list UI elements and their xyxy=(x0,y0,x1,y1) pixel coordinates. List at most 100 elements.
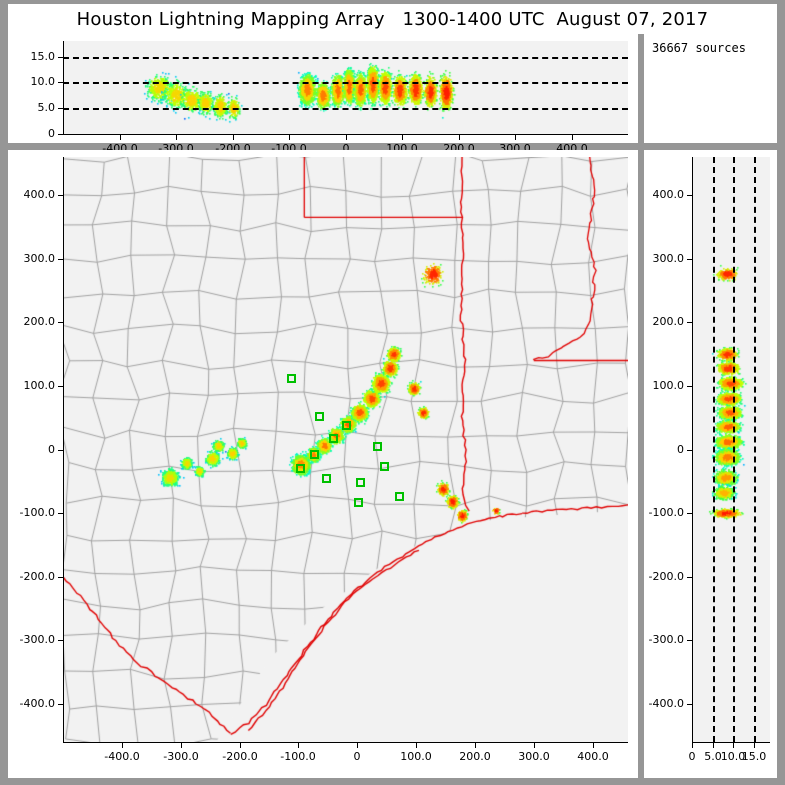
lma-station-marker[interactable] xyxy=(286,373,296,383)
x-tick xyxy=(120,134,121,140)
grid-line xyxy=(63,57,628,59)
y-tick-label: 300.0 xyxy=(652,252,685,265)
x-tick xyxy=(754,742,755,748)
grid-line xyxy=(63,108,628,110)
y-tick-label: 10.0 xyxy=(30,75,56,88)
x-tick xyxy=(692,742,693,748)
altitude-scatter-canvas xyxy=(63,41,628,134)
y-tick-label: -300.0 xyxy=(19,633,55,646)
x-tick xyxy=(733,742,734,748)
x-tick-label: 200.0 xyxy=(459,750,491,763)
north-south-scatter-canvas xyxy=(692,157,770,742)
y-tick xyxy=(58,82,64,83)
y-tick-label: 100.0 xyxy=(652,379,685,392)
lma-station-marker[interactable] xyxy=(356,478,366,488)
x-tick-label: -300.0 xyxy=(163,750,199,763)
source-count-panel: 36667 sources xyxy=(644,34,777,143)
x-tick-label: 10.0 xyxy=(720,750,746,763)
lma-station-marker[interactable] xyxy=(329,433,339,443)
x-tick xyxy=(402,134,403,140)
altitude-plot-area[interactable] xyxy=(63,41,628,134)
y-tick-label: -400.0 xyxy=(19,697,55,710)
x-tick xyxy=(240,742,241,748)
y-tick xyxy=(58,57,64,58)
lma-station-marker[interactable] xyxy=(372,442,382,452)
x-tick xyxy=(346,134,347,140)
y-tick xyxy=(687,195,693,196)
y-tick xyxy=(58,450,64,451)
title-bar: Houston Lightning Mapping Array 1300-140… xyxy=(8,4,777,34)
plan-view-map-panel: -400.0 -300.0 -200.0 -100.0 0 100.0 200.0 300.0… xyxy=(8,150,638,778)
y-tick xyxy=(58,640,64,641)
y-tick xyxy=(58,259,64,260)
x-tick xyxy=(298,742,299,748)
source-count-label: 36667 sources xyxy=(652,41,746,55)
y-tick-label: -200.0 xyxy=(648,570,684,583)
x-tick xyxy=(713,742,714,748)
x-tick xyxy=(475,742,476,748)
y-tick xyxy=(58,108,64,109)
y-tick-label: 5.0 xyxy=(37,101,56,114)
y-tick-label: 0 xyxy=(677,443,684,456)
y-tick xyxy=(58,195,64,196)
x-tick xyxy=(515,134,516,140)
y-tick-label: -300.0 xyxy=(648,633,684,646)
lma-station-marker[interactable] xyxy=(342,420,352,430)
y-tick-label: 0 xyxy=(48,127,55,140)
grid-line xyxy=(63,82,628,84)
lma-station-marker[interactable] xyxy=(315,411,325,421)
x-tick xyxy=(593,742,594,748)
lma-station-marker[interactable] xyxy=(296,464,306,474)
x-tick-label: 0 xyxy=(353,750,361,763)
y-tick xyxy=(58,386,64,387)
y-tick xyxy=(687,322,693,323)
x-tick xyxy=(572,134,573,140)
x-axis-line xyxy=(692,742,770,743)
grid-line xyxy=(733,157,735,742)
x-tick xyxy=(416,742,417,748)
y-tick-label: -400.0 xyxy=(648,697,684,710)
x-tick-label: 5.0 xyxy=(704,750,722,763)
y-tick xyxy=(687,640,693,641)
x-tick-label: 100.0 xyxy=(400,750,432,763)
y-tick-label: 400.0 xyxy=(652,188,685,201)
y-tick xyxy=(687,450,693,451)
x-tick xyxy=(534,742,535,748)
lma-station-marker[interactable] xyxy=(310,450,320,460)
x-tick-label: -100.0 xyxy=(280,750,316,763)
x-tick-label: 0 xyxy=(688,750,696,763)
x-tick xyxy=(176,134,177,140)
x-axis-line xyxy=(63,742,628,743)
y-tick xyxy=(58,513,64,514)
y-tick xyxy=(58,704,64,705)
y-tick xyxy=(58,322,64,323)
north-south-altitude-panel: -400.0 -300.0 -200.0 -100.0 0 100.0 200.0 300.0… xyxy=(644,150,777,778)
x-axis-line xyxy=(63,134,628,135)
y-tick-label: 300.0 xyxy=(23,252,56,265)
x-tick xyxy=(289,134,290,140)
y-tick-label: 100.0 xyxy=(23,379,56,392)
lma-station-marker[interactable] xyxy=(379,461,389,471)
y-tick xyxy=(58,134,64,135)
y-tick-label: 15.0 xyxy=(30,50,56,63)
y-tick xyxy=(58,577,64,578)
y-tick-label: -100.0 xyxy=(648,506,684,519)
y-tick xyxy=(687,513,693,514)
y-tick-label: 200.0 xyxy=(23,315,56,328)
north-south-plot-area[interactable] xyxy=(692,157,770,742)
y-axis-line xyxy=(63,41,64,135)
y-tick-label: 200.0 xyxy=(652,315,685,328)
altitude-time-panel: 0 5.0 10.0 15.0 -400.0 -300.0 -200.0 -100.0 0 100… xyxy=(8,34,638,155)
map-plot-area[interactable] xyxy=(63,157,628,742)
x-tick-label: 400.0 xyxy=(577,750,609,763)
y-tick-label: 0 xyxy=(48,443,55,456)
lma-station-marker[interactable] xyxy=(322,474,332,484)
x-tick xyxy=(233,134,234,140)
y-tick-label: 400.0 xyxy=(23,188,56,201)
x-tick-label: 300.0 xyxy=(518,750,550,763)
x-tick xyxy=(181,742,182,748)
x-tick-label: -200.0 xyxy=(222,750,258,763)
lma-station-marker[interactable] xyxy=(353,498,363,508)
lma-station-marker[interactable] xyxy=(395,492,405,502)
